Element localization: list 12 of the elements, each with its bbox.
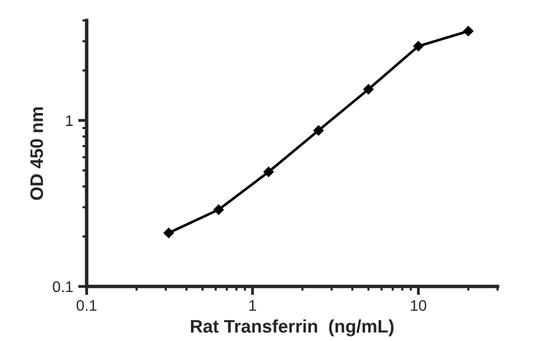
point (214, 204, 224, 215)
point (164, 228, 174, 238)
y-axis-title: OD 450 nm (30, 107, 44, 200)
point (263, 166, 274, 177)
x-tick-label: 1 (249, 300, 256, 311)
point (313, 125, 324, 136)
point (463, 26, 474, 36)
x-tick-label: 0.1 (76, 300, 97, 311)
point (413, 41, 424, 52)
x-axis-title: Rat Transferrin (ng/mL) (190, 319, 394, 336)
x-tick-label: 10 (411, 300, 426, 311)
point (363, 84, 374, 94)
